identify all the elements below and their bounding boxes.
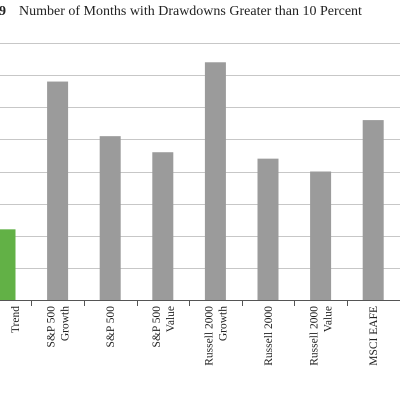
x-tick-label-6-line-0: Russell 2000: [309, 306, 321, 366]
figure-number: 9: [0, 4, 6, 19]
x-axis: [0, 300, 400, 306]
x-tick-label-5-line-0: Russell 2000: [263, 306, 275, 366]
bar-5: [257, 158, 279, 300]
x-tick-label-4-line-1: Growth: [217, 306, 229, 341]
bar-4: [204, 62, 226, 301]
bars: [0, 62, 384, 301]
x-tick-label-7-line-0: MSCI EAFE: [368, 306, 380, 366]
x-tick-label-5: Russell 2000: [263, 306, 275, 366]
bar-2: [99, 136, 121, 300]
x-tick-labels: Trend S&P 500 Growth S&P 500 S&P 500 Value Rus…: [10, 306, 380, 366]
x-tick-label-1-line-0: S&P 500: [46, 306, 58, 348]
x-tick-label-6-line-1: Value: [323, 306, 335, 332]
x-tick-label-1: S&P 500 Growth: [46, 306, 72, 348]
x-tick-label-0: Trend: [10, 306, 22, 333]
x-tick-label-3-line-1: Value: [165, 306, 177, 332]
bar-1: [47, 81, 69, 300]
x-tick-label-3: S&P 500 Value: [151, 306, 177, 348]
x-tick-label-7: MSCI EAFE: [368, 306, 380, 366]
x-tick-label-2: S&P 500: [105, 306, 117, 348]
x-tick-label-4: Russell 2000 Growth: [203, 306, 229, 366]
bar-3: [152, 152, 174, 300]
x-tick-label-1-line-1: Growth: [60, 306, 72, 341]
x-tick-label-3-line-0: S&P 500: [151, 306, 163, 348]
x-tick-label-4-line-0: Russell 2000: [203, 306, 215, 366]
x-tick-label-0-line-1: Trend: [10, 306, 22, 333]
bar-6: [310, 171, 332, 300]
x-tick-label-2-line-0: S&P 500: [105, 306, 117, 348]
chart-title: Number of Months with Drawdowns Greater …: [19, 4, 362, 19]
bar-0: [0, 229, 16, 300]
bar-7: [362, 120, 384, 300]
x-tick-label-6: Russell 2000 Value: [309, 306, 335, 366]
